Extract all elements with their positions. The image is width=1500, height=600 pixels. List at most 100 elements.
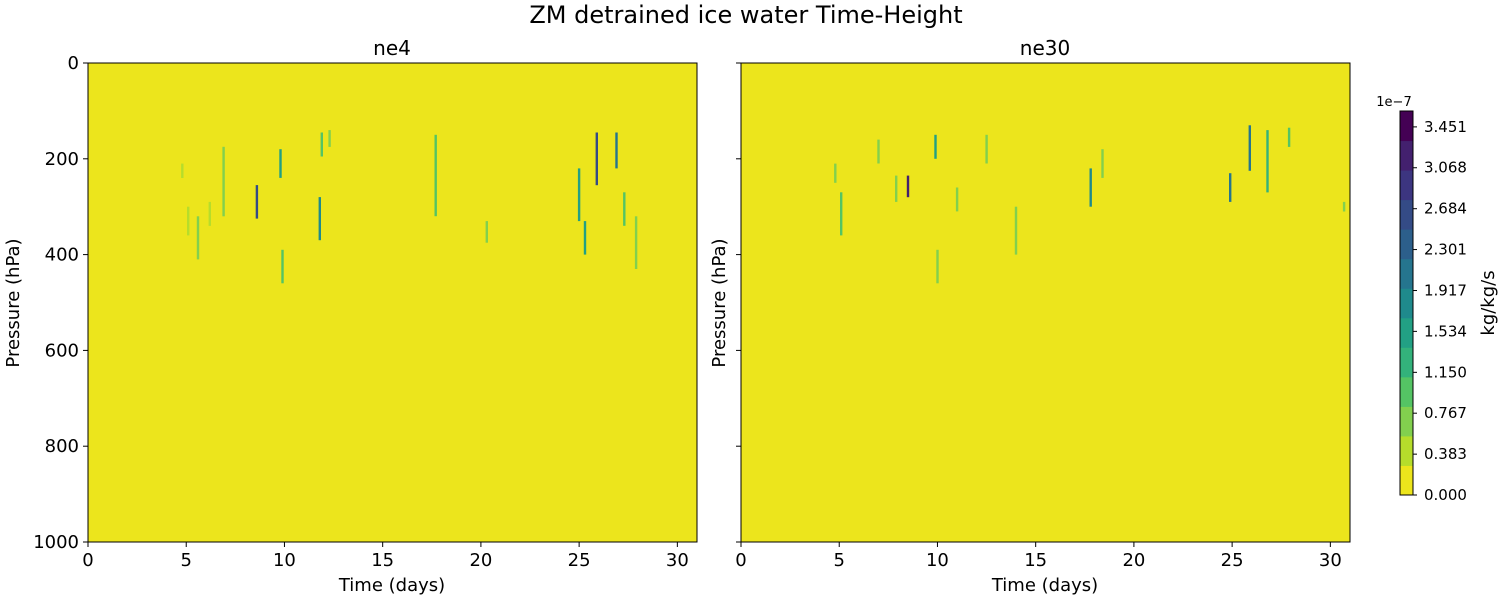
y-tick-label: 1000 [33, 532, 79, 553]
y-axis-ne30 [736, 62, 741, 543]
y-axis-label-ne30: Pressure (hPa) [709, 238, 730, 367]
panel-title-ne30: ne30 [1020, 36, 1070, 60]
y-tick-label: 0 [68, 53, 79, 74]
heatmap-cell [834, 163, 837, 183]
colorbar: 0.000 0.383 0.767 1.150 1.534 1.917 2.301 2.684… [1376, 95, 1499, 504]
colorbar-band [1400, 288, 1413, 319]
heatmap-cell [328, 130, 331, 147]
plot-frame-ne4 [87, 62, 698, 543]
colorbar-band [1400, 170, 1413, 201]
plot-area-ne30 [741, 63, 1350, 542]
x-tick-label: 15 [371, 550, 394, 571]
x-tick-label: 5 [180, 550, 191, 571]
heatmap-cell [255, 185, 259, 219]
colorbar-band [1400, 347, 1413, 378]
y-tick-label: 400 [45, 245, 79, 266]
x-tick-label: 15 [1024, 550, 1047, 571]
figure-title: ZM detrained ice water Time-Height [529, 1, 962, 29]
colorbar-tick-label: 1.917 [1424, 282, 1467, 300]
x-axis-label-ne4: Time (days) [338, 575, 445, 596]
heatmap-marks-ne4 [181, 130, 638, 284]
heatmap-cell [895, 175, 898, 202]
heatmap-cell [181, 163, 184, 178]
plot-frame-ne30 [740, 62, 1351, 543]
x-tick-label: 25 [568, 550, 591, 571]
heatmap-cell [1248, 125, 1251, 171]
colorbar-band [1400, 140, 1413, 171]
x-tick-label: 30 [1319, 550, 1342, 571]
heatmap-cell [208, 201, 211, 226]
colorbar-band [1400, 229, 1413, 260]
heatmap-cell [320, 132, 323, 157]
heatmap-cell [840, 192, 843, 236]
y-tick-label: 800 [45, 436, 79, 457]
colorbar-band [1400, 465, 1413, 496]
heatmap-cell [583, 221, 587, 255]
heatmap-cell [1342, 201, 1346, 212]
heatmap-cell [196, 216, 200, 260]
colorbar-tick-label: 3.451 [1424, 118, 1467, 136]
heatmap-cell [955, 187, 959, 212]
colorbar-tick-label: 1.534 [1424, 322, 1467, 340]
y-axis-ne4: 0 200 400 600 800 1000 [33, 53, 88, 553]
colorbar-tick-label: 0.000 [1424, 486, 1467, 504]
colorbar-band [1400, 435, 1413, 466]
x-axis-label-ne30: Time (days) [991, 575, 1098, 596]
heatmap-cell [281, 249, 284, 284]
heatmap-cell [595, 132, 598, 186]
heatmap-cell [279, 149, 282, 178]
colorbar-tick-label: 0.767 [1424, 404, 1467, 422]
heatmap-cell [434, 134, 437, 217]
heatmap-cell [615, 132, 618, 169]
colorbar-band [1400, 317, 1413, 348]
colorbar-exponent: 1e−7 [1376, 95, 1411, 110]
colorbar-ticks: 0.000 0.383 0.767 1.150 1.534 1.917 2.301 2.684… [1413, 118, 1467, 504]
heatmap-cell [936, 249, 939, 284]
x-tick-label: 20 [1122, 550, 1145, 571]
heatmap-cell [222, 146, 225, 217]
heatmap-cell [577, 168, 581, 222]
x-tick-label: 5 [833, 550, 844, 571]
x-tick-label: 20 [469, 550, 492, 571]
heatmap-cell [1089, 168, 1092, 207]
x-tick-label: 0 [82, 550, 93, 571]
heatmap-cell [1101, 149, 1104, 178]
colorbar-tick-label: 3.068 [1424, 159, 1467, 177]
heatmap-cell [906, 175, 910, 198]
colorbar-band [1400, 111, 1413, 142]
panel-ne30: ne30 0 5 10 15 20 25 30 Time (days) Pressure (… [709, 36, 1351, 596]
heatmap-cell [634, 216, 638, 269]
panel-ne4: ne4 0 5 10 15 20 25 30 0 200 400 600 800 1000 Time … [3, 36, 698, 596]
colorbar-tick-label: 1.150 [1424, 363, 1467, 381]
colorbar-bands [1400, 111, 1413, 496]
colorbar-tick-label: 0.383 [1424, 445, 1467, 463]
heatmap-cell [318, 197, 321, 241]
x-tick-label: 0 [735, 550, 746, 571]
plot-area-ne4 [88, 63, 697, 542]
x-tick-label: 10 [926, 550, 949, 571]
colorbar-label: kg/kg/s [1478, 270, 1499, 335]
panel-title-ne4: ne4 [373, 36, 411, 60]
x-axis-ne30: 0 5 10 15 20 25 30 [735, 542, 1342, 571]
heatmap-cell [934, 134, 937, 159]
x-tick-label: 25 [1221, 550, 1244, 571]
heatmap-cell [877, 139, 880, 164]
colorbar-band [1400, 406, 1413, 437]
colorbar-tick-label: 2.301 [1424, 241, 1467, 259]
y-axis-label-ne4: Pressure (hPa) [3, 238, 24, 367]
heatmap-cell [985, 134, 988, 164]
colorbar-band [1400, 258, 1413, 289]
heatmap-cell [1287, 127, 1291, 147]
heatmap-marks-ne30 [834, 125, 1346, 284]
heatmap-cell [623, 192, 626, 226]
colorbar-tick-label: 2.684 [1424, 200, 1467, 218]
y-tick-label: 600 [45, 340, 79, 361]
colorbar-frame [1399, 110, 1414, 496]
x-tick-label: 10 [273, 550, 296, 571]
colorbar-band [1400, 376, 1413, 407]
heatmap-cell [1266, 130, 1269, 193]
x-tick-label: 30 [666, 550, 689, 571]
colorbar-band [1400, 199, 1413, 230]
heatmap-cell [1229, 173, 1232, 202]
